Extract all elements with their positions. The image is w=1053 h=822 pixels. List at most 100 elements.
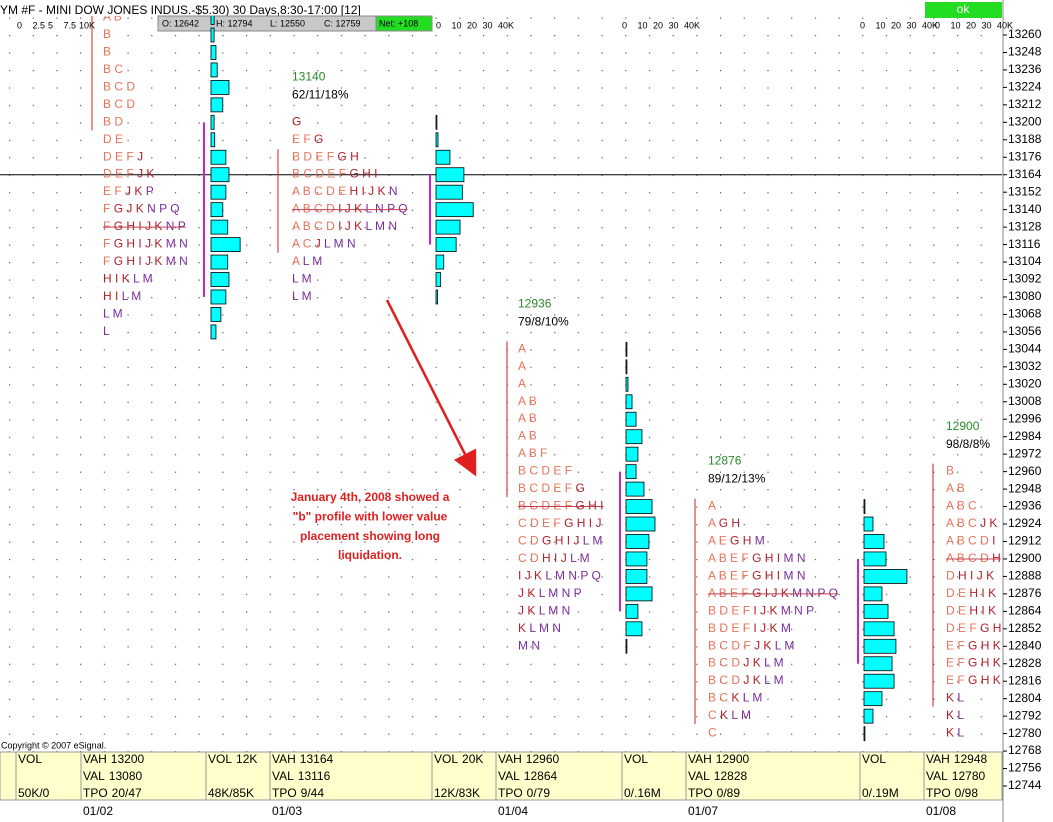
poc-label: 12876: [708, 454, 742, 468]
volume-bar: [863, 569, 908, 584]
volume-bar: [863, 656, 893, 672]
tpo-row: B C D F J K L M: [708, 638, 794, 652]
tpo-row: C D E F G H I J: [518, 516, 601, 530]
volume-bar: [210, 237, 241, 252]
volume-bar: [210, 254, 229, 270]
footer-text: 12K/83K: [434, 786, 480, 800]
footer-field: 0/.19M: [862, 786, 899, 800]
poc-label: 12936: [518, 297, 552, 311]
net-box: [375, 15, 433, 32]
footer-field: TPO: [498, 786, 523, 800]
annotation-text: placement showing long: [300, 529, 440, 543]
volume-bar: [863, 534, 885, 549]
volume-bar: [625, 534, 650, 549]
volume-bar: [210, 219, 229, 235]
ok-label[interactable]: ok: [957, 2, 971, 16]
price-label: 12852: [1008, 621, 1042, 635]
volume-bar: [625, 446, 639, 462]
net-change: Net: +108: [379, 18, 418, 28]
tpo-row: K L: [946, 708, 964, 722]
tpo-row: A: [708, 499, 716, 513]
window-title: YM #F - MINI DOW JONES INDUS.-$5.30) 30 …: [0, 3, 361, 17]
price-label: 12960: [1008, 464, 1042, 478]
volume-bar: [210, 289, 227, 305]
footer-text: TPO 0/98: [926, 786, 978, 800]
footer-field: TPO: [926, 786, 951, 800]
volume-bar: [625, 516, 656, 532]
volume-scale-label: 2.5: [33, 20, 46, 30]
tpo-row: A L M: [292, 254, 322, 268]
tpo-row: L M: [292, 272, 312, 286]
tpo-row: A B C D I J K L N P Q: [292, 202, 408, 216]
volume-bar: [863, 603, 889, 619]
footer-field: 20K: [462, 752, 483, 766]
annotation-text: liquidation.: [338, 548, 402, 562]
tpo-row: A B E F G H I M N: [708, 551, 806, 565]
tpo-row: B C D E F G: [518, 481, 585, 495]
footer-field: VAL: [498, 769, 520, 783]
volume-scale-label: 0: [935, 20, 940, 30]
footer-field: VAL: [272, 769, 294, 783]
volume-bar: [625, 394, 633, 410]
tpo-row: B: [946, 464, 954, 478]
tpo-row: L M: [292, 289, 312, 303]
volume-bar: [863, 726, 866, 742]
volume-bar: [210, 97, 224, 113]
footer-text: 48K/85K: [208, 786, 254, 800]
volume-bar: [210, 45, 217, 60]
tpo-row: A E G H M: [708, 534, 765, 548]
volume-bar: [435, 167, 465, 183]
footer-text: VAH 12900: [688, 752, 749, 766]
date-label: 01/03: [272, 804, 302, 818]
footer-text: TPO 0/89: [688, 786, 740, 800]
volume-scale-label: 10K: [79, 20, 95, 30]
volume-scale-label: 30: [907, 20, 917, 30]
price-label: 12792: [1008, 708, 1042, 722]
footer-field: 0/98: [955, 786, 979, 800]
footer-field: VAL: [926, 769, 948, 783]
tpo-row: A: [518, 376, 526, 390]
tpo-row: B C K L M: [708, 691, 762, 705]
footer-text: 0/.16M: [624, 786, 661, 800]
tpo-row: K L: [946, 691, 964, 705]
footer-text: VAL 12828: [688, 769, 747, 783]
volume-bar: [625, 638, 628, 654]
footer-field: 13116: [298, 769, 331, 783]
price-label: 12984: [1008, 429, 1042, 443]
footer-field: 20/47: [112, 786, 142, 800]
footer-field: 12900: [716, 752, 750, 766]
tpo-row: B D E F G H: [292, 149, 359, 163]
ok-button[interactable]: [925, 2, 1002, 18]
tpo-row: A B: [946, 481, 965, 495]
tpo-row: A B: [518, 411, 537, 425]
tpo-row: C D G H I J L M: [518, 534, 602, 548]
volume-bar: [625, 499, 653, 514]
footer-field: 0/79: [527, 786, 551, 800]
volume-scale-label: 0: [622, 20, 627, 30]
volume-bar: [435, 149, 451, 165]
footer-field: 12864: [524, 769, 558, 783]
tpo-row: E F G H K: [946, 638, 1001, 652]
copyright: Copyright © 2007 eSignal.: [1, 740, 106, 750]
price-label: 13092: [1008, 272, 1042, 286]
volume-bar: [625, 341, 628, 357]
price-label: 13236: [1008, 62, 1042, 76]
volume-scale-label: 40K: [922, 20, 938, 30]
tpo-row: A B C D I: [946, 534, 995, 548]
price-label: 13224: [1008, 80, 1042, 94]
price-label: 12888: [1008, 569, 1042, 583]
tpo-row: D E H I K: [946, 586, 996, 600]
price-label: 13248: [1008, 45, 1042, 59]
volume-bar: [863, 708, 874, 724]
quote-value: L: 12550: [270, 18, 305, 28]
price-label: 13128: [1008, 219, 1042, 233]
footer-text: TPO 0/79: [498, 786, 550, 800]
volume-bar: [625, 621, 643, 637]
footer-field: 12828: [714, 769, 748, 783]
price-label: 12936: [1008, 499, 1042, 513]
tpo-row: A B C J K: [946, 516, 997, 530]
tpo-row: B D E F I J K M N P: [708, 604, 814, 618]
footer-field: VAH: [272, 752, 296, 766]
volume-scale-label: 5: [48, 20, 53, 30]
volume-bar: [625, 603, 639, 619]
